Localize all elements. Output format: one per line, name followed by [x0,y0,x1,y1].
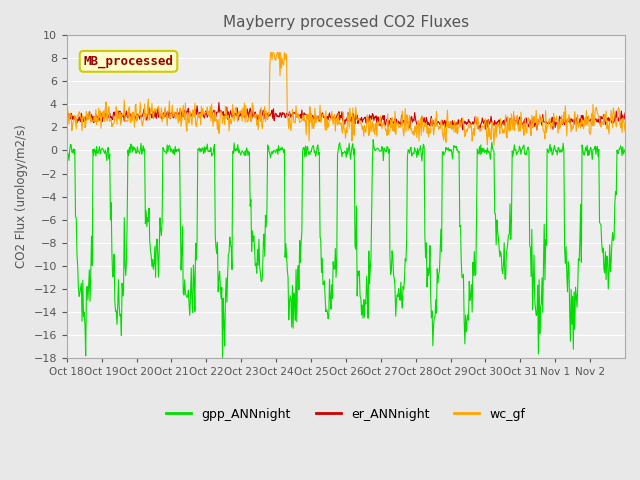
wc_gf [63,121,70,127]
er_ANNnight [404,120,412,126]
wc_gf [280,50,288,56]
wc_gf [231,110,239,116]
wc_gf [259,125,266,131]
wc_gf [129,118,136,123]
Title: Mayberry processed CO2 Fluxes: Mayberry processed CO2 Fluxes [223,15,469,30]
Line: wc_gf: wc_gf [67,53,625,145]
er_ANNnight [280,110,288,116]
gpp_ANNnight [369,137,377,143]
gpp_ANNnight [232,147,239,153]
wc_gf [621,128,629,134]
Line: er_ANNnight: er_ANNnight [67,103,625,130]
er_ANNnight [215,100,223,106]
Legend: gpp_ANNnight, er_ANNnight, wc_gf: gpp_ANNnight, er_ANNnight, wc_gf [161,403,531,426]
Text: MB_processed: MB_processed [84,55,173,68]
Y-axis label: CO2 Flux (urology/m2/s): CO2 Flux (urology/m2/s) [15,125,28,268]
er_ANNnight [621,110,629,116]
gpp_ANNnight [259,240,267,246]
gpp_ANNnight [219,355,227,360]
gpp_ANNnight [280,146,288,152]
er_ANNnight [63,114,70,120]
er_ANNnight [129,112,136,118]
er_ANNnight [232,111,239,117]
gpp_ANNnight [63,146,70,152]
gpp_ANNnight [405,148,413,154]
Line: gpp_ANNnight: gpp_ANNnight [67,140,625,358]
gpp_ANNnight [621,147,629,153]
wc_gf [267,50,275,56]
er_ANNnight [533,127,541,133]
gpp_ANNnight [436,250,444,255]
wc_gf [436,123,444,129]
er_ANNnight [436,120,444,126]
wc_gf [490,142,498,148]
gpp_ANNnight [129,149,136,155]
er_ANNnight [259,108,267,113]
wc_gf [404,128,412,133]
